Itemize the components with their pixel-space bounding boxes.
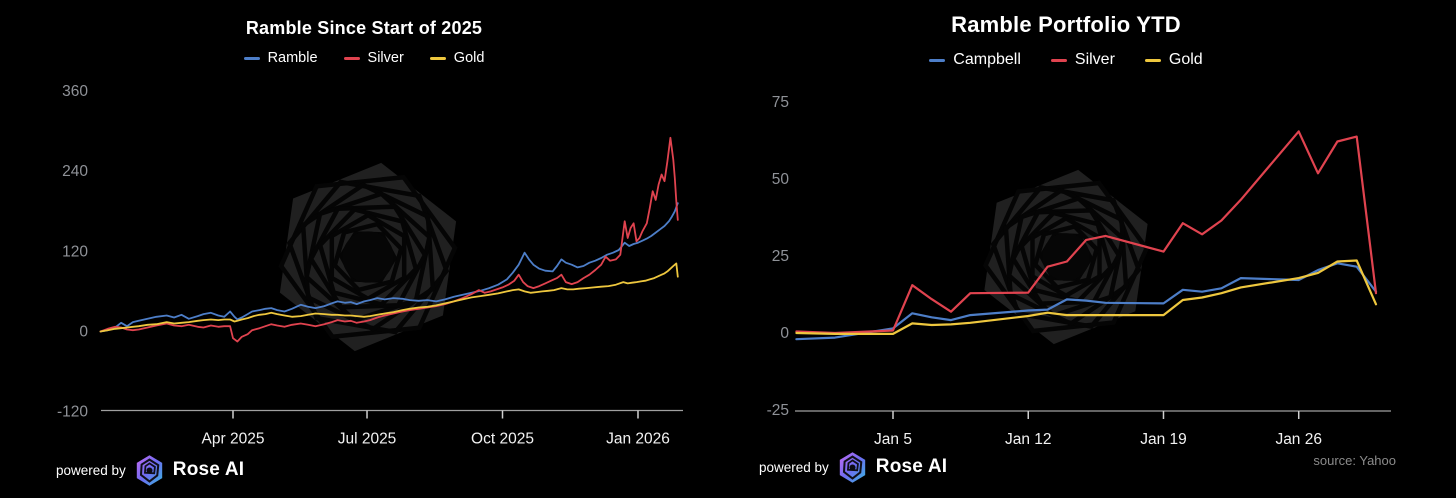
x-tick-label: Jan 12 [1005, 431, 1052, 448]
legend-item-ramble[interactable]: Ramble [243, 50, 318, 66]
legend-item-campbell[interactable]: Campbell [929, 51, 1021, 69]
series-line-ramble [99, 202, 679, 333]
right-chart-header: Ramble Portfolio YTD Campbell Silver Gol… [738, 12, 1394, 69]
line-swatch-icon [429, 56, 446, 60]
x-tick-label: Jan 19 [1140, 431, 1187, 448]
x-tick-label: Apr 2025 [202, 431, 265, 448]
rose-ai-logo-icon [136, 454, 162, 486]
x-tick-label: Jul 2025 [338, 431, 397, 448]
legend-label-campbell: Campbell [953, 51, 1021, 68]
powered-by-label: powered by [759, 459, 829, 475]
legend-item-gold[interactable]: Gold [429, 50, 485, 66]
y-tick-label: 50 [772, 171, 790, 188]
brand-name: Rose AI [172, 459, 245, 480]
legend-label-gold-right: Gold [1168, 51, 1203, 68]
y-tick-label: 240 [62, 163, 88, 180]
left-chart-header: Ramble Since Start of 2025 Ramble Silver… [0, 18, 728, 66]
series-line-gold [795, 259, 1378, 335]
line-swatch-icon [1144, 58, 1161, 62]
left-chart-title: Ramble Since Start of 2025 [245, 18, 483, 38]
x-tick-label: Oct 2025 [471, 431, 534, 448]
y-tick-label: 75 [772, 94, 789, 111]
x-tick-label: Jan 26 [1275, 431, 1322, 448]
legend-label-silver-right: Silver [1074, 51, 1115, 68]
powered-by-right: powered by Rose AI [759, 450, 947, 484]
line-swatch-icon [343, 56, 360, 60]
brand-name: Rose AI [875, 456, 948, 477]
legend-item-silver-right[interactable]: Silver [1050, 51, 1115, 69]
legend-item-silver[interactable]: Silver [343, 50, 404, 66]
series-line-gold [99, 262, 679, 333]
x-tick-label: Jan 5 [874, 431, 912, 448]
right-chart-title: Ramble Portfolio YTD [951, 12, 1181, 37]
line-swatch-icon [243, 56, 260, 60]
y-tick-label: -120 [57, 404, 88, 421]
powered-by-left: powered by Rose AI [56, 453, 244, 487]
legend-label-ramble: Ramble [267, 50, 318, 66]
legend-label-silver: Silver [367, 50, 404, 66]
watermark-logo [278, 162, 458, 352]
y-tick-label: 120 [62, 243, 88, 260]
legend-item-gold-right[interactable]: Gold [1144, 51, 1203, 69]
y-tick-label: 25 [772, 248, 789, 265]
legend-label-gold: Gold [453, 50, 485, 66]
y-tick-label: 0 [780, 325, 789, 342]
chart-0: Apr 2025 Jul 2025 Oct 2025 Jan 2026 360 240 12… [57, 83, 683, 448]
x-tick-label: Jan 2026 [606, 431, 670, 448]
left-chart-legend: Ramble Silver Gold [0, 50, 728, 66]
line-swatch-icon [1050, 58, 1067, 62]
line-swatch-icon [929, 58, 946, 62]
source-note: source: Yahoo [1313, 453, 1396, 468]
y-tick-label: 360 [62, 83, 88, 100]
chart-1: Jan 5 Jan 12 Jan 19 Jan 26 75 50 25 0 -25 [767, 94, 1391, 448]
rose-ai-logo-icon [839, 451, 865, 483]
series-line-silver [795, 130, 1378, 335]
y-tick-label: 0 [79, 324, 88, 341]
y-tick-label: -25 [767, 402, 789, 419]
right-chart-legend: Campbell Silver Gold [738, 51, 1394, 69]
powered-by-label: powered by [56, 462, 126, 478]
